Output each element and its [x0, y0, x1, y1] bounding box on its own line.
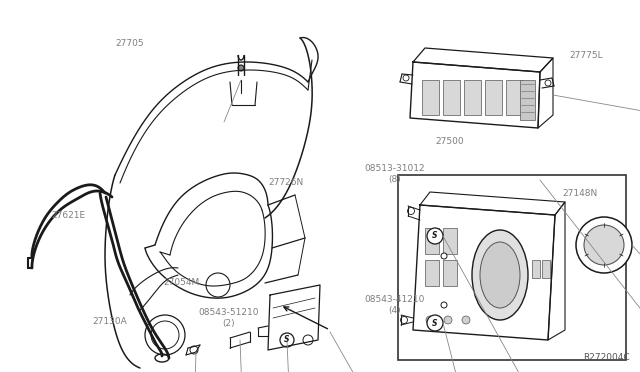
Circle shape — [427, 315, 443, 331]
Circle shape — [444, 316, 452, 324]
Circle shape — [303, 335, 313, 345]
Bar — [506, 80, 523, 115]
Circle shape — [206, 273, 230, 297]
Text: 27148N: 27148N — [562, 189, 597, 198]
Bar — [520, 80, 535, 120]
Circle shape — [401, 317, 408, 324]
Text: 08513-31012
(8): 08513-31012 (8) — [365, 164, 426, 184]
Circle shape — [426, 316, 434, 324]
Circle shape — [545, 80, 551, 86]
Circle shape — [145, 315, 185, 355]
Text: S: S — [284, 336, 290, 344]
Circle shape — [190, 346, 198, 354]
Text: S: S — [432, 231, 438, 241]
Circle shape — [441, 253, 447, 259]
Bar — [542, 260, 550, 278]
Text: R272004C: R272004C — [584, 353, 630, 362]
Circle shape — [576, 217, 632, 273]
Bar — [425, 260, 439, 286]
Circle shape — [280, 333, 294, 347]
Bar — [425, 228, 439, 254]
Bar — [532, 260, 540, 278]
Text: 27775L: 27775L — [570, 51, 604, 60]
Bar — [398, 175, 626, 360]
Text: 27726N: 27726N — [269, 178, 304, 187]
Text: 27705: 27705 — [115, 39, 144, 48]
Text: 27621E: 27621E — [51, 211, 85, 220]
Circle shape — [584, 225, 624, 265]
Text: S: S — [432, 318, 438, 327]
Bar — [464, 80, 481, 115]
Bar — [443, 80, 460, 115]
Text: 27500: 27500 — [435, 137, 464, 146]
Bar — [443, 228, 457, 254]
Text: 27130A: 27130A — [93, 317, 127, 326]
Circle shape — [408, 208, 415, 215]
Ellipse shape — [472, 230, 528, 320]
Circle shape — [238, 65, 244, 71]
Text: 27054M: 27054M — [163, 278, 200, 287]
Circle shape — [403, 75, 409, 81]
Text: 08543-51210
(2): 08543-51210 (2) — [198, 308, 259, 328]
Circle shape — [151, 321, 179, 349]
Bar — [485, 80, 502, 115]
Bar — [443, 260, 457, 286]
Bar — [422, 80, 439, 115]
Text: 08543-41210
(4): 08543-41210 (4) — [365, 295, 425, 315]
Circle shape — [427, 228, 443, 244]
Circle shape — [441, 302, 447, 308]
Circle shape — [462, 316, 470, 324]
Ellipse shape — [480, 242, 520, 308]
